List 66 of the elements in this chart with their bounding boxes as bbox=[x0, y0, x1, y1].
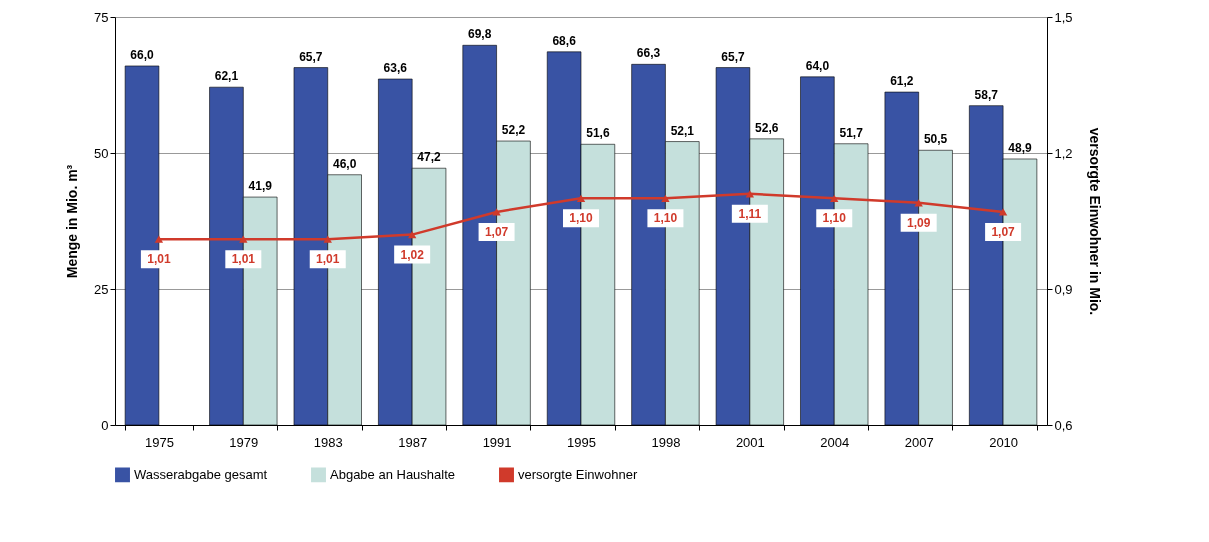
x-tick-label: 1995 bbox=[567, 434, 596, 450]
data-label: 1,01 bbox=[316, 252, 340, 267]
legend-label: versorgte Einwohner bbox=[518, 466, 638, 482]
data-label: 61,2 bbox=[890, 74, 914, 89]
point bbox=[745, 190, 755, 198]
data-label: 41,9 bbox=[248, 179, 273, 194]
y-tick-label: 25 bbox=[94, 281, 109, 297]
y2-tick-label: 1,5 bbox=[1054, 9, 1073, 25]
legend-label: Wasserabgabe gesamt bbox=[134, 466, 268, 482]
y-tick-label: 75 bbox=[94, 9, 109, 25]
data-label: 68,6 bbox=[552, 33, 577, 48]
x-tick-label: 1979 bbox=[229, 434, 259, 450]
y2-tick-label: 0,6 bbox=[1054, 417, 1073, 433]
data-label: 65,7 bbox=[721, 49, 745, 64]
x-tick-label: 1987 bbox=[398, 434, 428, 450]
y-tick-label: 0 bbox=[101, 417, 109, 433]
data-label: 1,10 bbox=[822, 211, 847, 226]
data-label: 1,01 bbox=[147, 252, 171, 267]
y2-tick-label: 0,9 bbox=[1054, 281, 1073, 297]
data-label: 52,1 bbox=[670, 123, 695, 138]
data-label: 1,07 bbox=[484, 224, 509, 239]
x-tick-label: 1998 bbox=[651, 434, 681, 450]
data-label: 51,6 bbox=[586, 126, 610, 141]
point bbox=[576, 194, 586, 202]
legend-label: Abgabe an Haushalte bbox=[330, 466, 456, 482]
x-tick-label: 2001 bbox=[735, 434, 765, 450]
data-label: 1,09 bbox=[907, 215, 931, 230]
data-label: 1,01 bbox=[231, 252, 256, 267]
data-label: 52,2 bbox=[501, 123, 526, 138]
data-label: 1,10 bbox=[653, 211, 678, 226]
data-label: 1,11 bbox=[738, 206, 762, 221]
data-label: 50,5 bbox=[923, 132, 948, 147]
data-label: 63,6 bbox=[383, 61, 408, 76]
data-label: 65,7 bbox=[299, 49, 323, 64]
point bbox=[323, 235, 332, 243]
y-tick-label: 50 bbox=[94, 145, 109, 161]
point bbox=[661, 194, 670, 202]
point bbox=[239, 235, 248, 243]
data-label: 48,9 bbox=[1008, 140, 1032, 155]
x-tick-label: 2004 bbox=[820, 434, 850, 450]
x-tick-label: 2007 bbox=[904, 434, 934, 450]
data-label: 1,02 bbox=[400, 247, 425, 262]
data-label: 47,2 bbox=[417, 150, 442, 165]
point bbox=[998, 208, 1008, 216]
data-label: 66,3 bbox=[636, 46, 661, 61]
point bbox=[492, 208, 501, 216]
y2-axis-title: versorgte Einwohner in Mio. bbox=[1086, 127, 1103, 316]
data-label: 58,7 bbox=[974, 87, 999, 102]
data-label: 66,0 bbox=[130, 47, 155, 62]
x-tick-label: 1991 bbox=[482, 434, 512, 450]
point bbox=[830, 194, 839, 202]
data-label: 64,0 bbox=[805, 58, 830, 73]
y2-tick-label: 1,2 bbox=[1054, 145, 1073, 161]
point bbox=[154, 235, 164, 243]
data-label: 62,1 bbox=[214, 69, 239, 84]
x-tick-label: 1975 bbox=[144, 434, 174, 450]
data-label: 46,0 bbox=[332, 156, 357, 171]
data-label: 1,07 bbox=[991, 224, 1016, 239]
data-label: 52,6 bbox=[755, 120, 779, 135]
y-axis-title: Menge in Mio. m³ bbox=[64, 164, 81, 279]
x-tick-label: 1983 bbox=[313, 434, 343, 450]
data-label: 69,8 bbox=[468, 27, 492, 42]
data-label: 1,10 bbox=[569, 211, 593, 226]
point bbox=[407, 230, 417, 239]
data-label: 51,7 bbox=[839, 125, 864, 140]
x-tick-label: 2010 bbox=[989, 434, 1019, 450]
